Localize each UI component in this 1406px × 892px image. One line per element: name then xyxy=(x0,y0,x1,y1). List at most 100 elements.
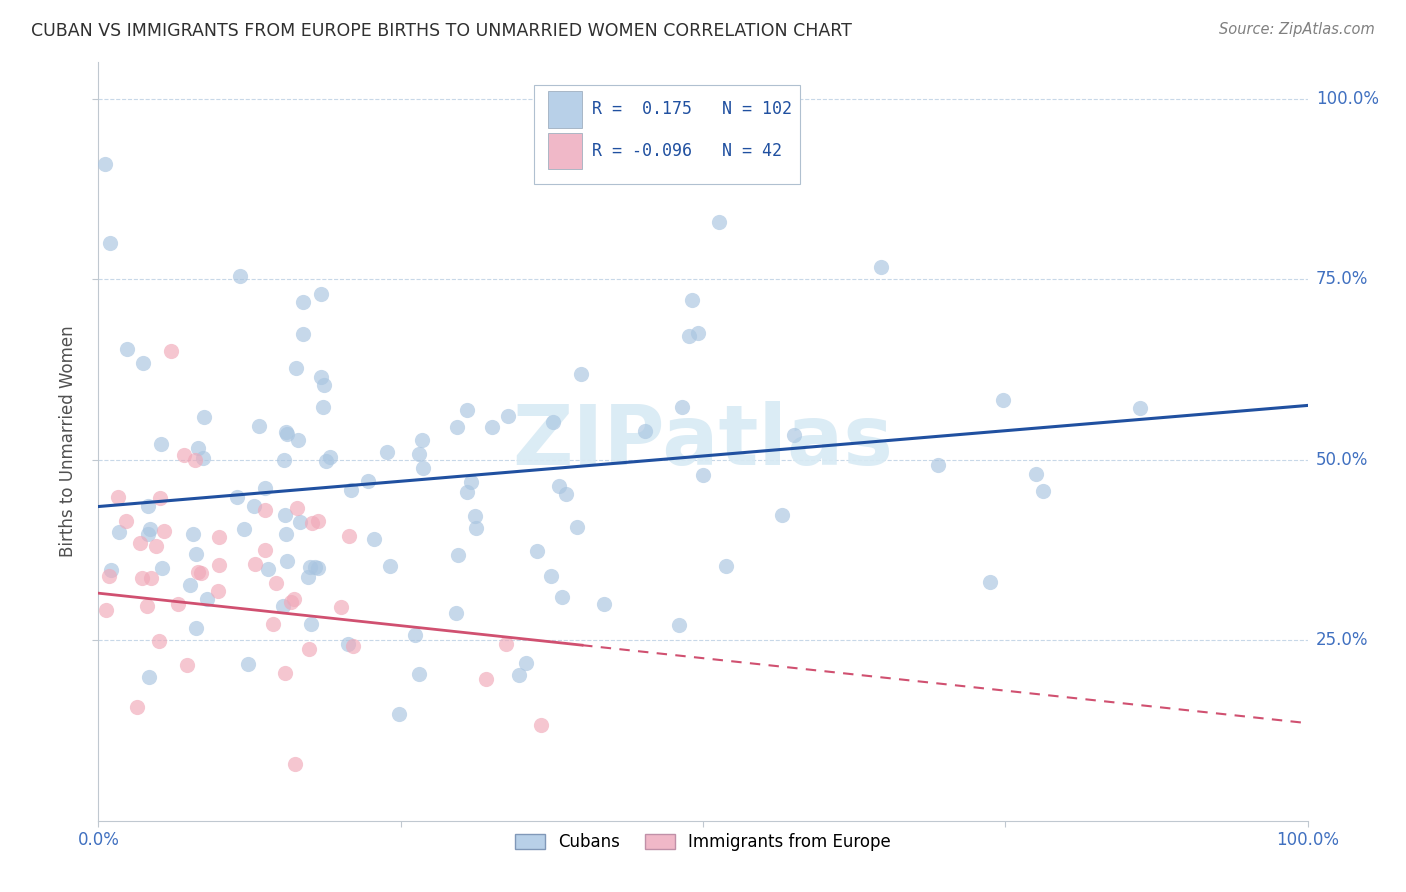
Point xyxy=(193,451,215,466)
Point xyxy=(404,627,426,641)
Point xyxy=(254,482,277,496)
Point xyxy=(337,529,360,543)
Point xyxy=(692,468,714,483)
Point xyxy=(276,526,298,541)
Point xyxy=(150,560,173,574)
Text: Source: ZipAtlas.com: Source: ZipAtlas.com xyxy=(1219,22,1375,37)
Point xyxy=(115,342,138,356)
Point xyxy=(309,370,332,384)
Point xyxy=(253,543,276,558)
Point xyxy=(190,566,212,580)
Point xyxy=(446,420,468,434)
Point xyxy=(565,520,588,534)
Point xyxy=(307,514,329,528)
FancyBboxPatch shape xyxy=(548,91,582,128)
Point xyxy=(508,667,530,681)
Point xyxy=(167,597,190,611)
Point xyxy=(195,592,218,607)
Point xyxy=(132,356,155,370)
Point xyxy=(678,329,700,343)
Point xyxy=(312,400,335,414)
Point xyxy=(238,657,260,672)
Point xyxy=(276,554,298,568)
Point xyxy=(304,560,326,574)
Point xyxy=(276,427,298,442)
Point xyxy=(456,485,478,500)
Point xyxy=(312,378,335,392)
Point xyxy=(550,590,572,604)
Point xyxy=(340,483,363,498)
Point xyxy=(115,514,138,528)
Text: 75.0%: 75.0% xyxy=(1316,270,1368,288)
Point xyxy=(460,475,482,489)
Point xyxy=(408,666,430,681)
Point xyxy=(526,544,548,558)
Point xyxy=(136,526,159,541)
Point xyxy=(671,401,693,415)
Point xyxy=(495,637,517,651)
Point xyxy=(245,557,267,571)
Point xyxy=(179,577,201,591)
Text: 100.0%: 100.0% xyxy=(1316,89,1379,108)
Point xyxy=(284,757,307,772)
Text: CUBAN VS IMMIGRANTS FROM EUROPE BIRTHS TO UNMARRIED WOMEN CORRELATION CHART: CUBAN VS IMMIGRANTS FROM EUROPE BIRTHS T… xyxy=(31,22,852,40)
Point xyxy=(307,561,329,575)
Point xyxy=(160,344,183,359)
Point xyxy=(496,409,519,424)
Point xyxy=(273,453,295,467)
Point xyxy=(380,558,402,573)
Point xyxy=(139,571,162,585)
Point xyxy=(292,326,315,341)
Point xyxy=(342,640,364,654)
Point xyxy=(136,499,159,513)
Point xyxy=(247,419,270,434)
Point xyxy=(1032,483,1054,498)
Point xyxy=(253,503,276,517)
Point xyxy=(541,415,564,429)
Point xyxy=(315,454,337,468)
Point xyxy=(456,403,478,417)
Point xyxy=(145,539,167,553)
Point xyxy=(287,433,309,447)
Point xyxy=(297,569,319,583)
Point xyxy=(411,434,433,448)
Point xyxy=(93,156,115,170)
Point xyxy=(129,535,152,549)
Point xyxy=(256,562,278,576)
Point xyxy=(530,718,553,732)
Point xyxy=(187,565,209,579)
Point xyxy=(299,560,322,574)
Point xyxy=(131,571,153,585)
Point xyxy=(298,642,321,657)
Point xyxy=(283,592,305,607)
Point xyxy=(150,436,173,450)
Y-axis label: Births to Unmarried Women: Births to Unmarried Women xyxy=(59,326,77,558)
Point xyxy=(301,616,323,631)
Point xyxy=(271,599,294,614)
Point xyxy=(375,445,398,459)
Point xyxy=(681,293,703,307)
Point xyxy=(173,448,195,462)
Point xyxy=(783,428,806,442)
Point xyxy=(1025,467,1047,482)
Point xyxy=(98,235,121,250)
Point xyxy=(481,420,503,434)
Point xyxy=(593,597,616,611)
Point xyxy=(927,458,949,473)
Point xyxy=(149,491,172,505)
Point xyxy=(291,295,314,310)
Point xyxy=(979,574,1001,589)
Text: R =  0.175   N = 102: R = 0.175 N = 102 xyxy=(592,101,792,119)
Point xyxy=(301,516,323,530)
Text: 50.0%: 50.0% xyxy=(1316,450,1368,468)
Point xyxy=(408,447,430,461)
Point xyxy=(1129,401,1152,416)
Point xyxy=(184,548,207,562)
Point xyxy=(870,260,893,274)
Point xyxy=(148,634,170,648)
Point xyxy=(284,361,307,376)
Point xyxy=(668,617,690,632)
Point xyxy=(290,515,312,529)
Point xyxy=(152,524,174,539)
Point xyxy=(515,657,537,671)
